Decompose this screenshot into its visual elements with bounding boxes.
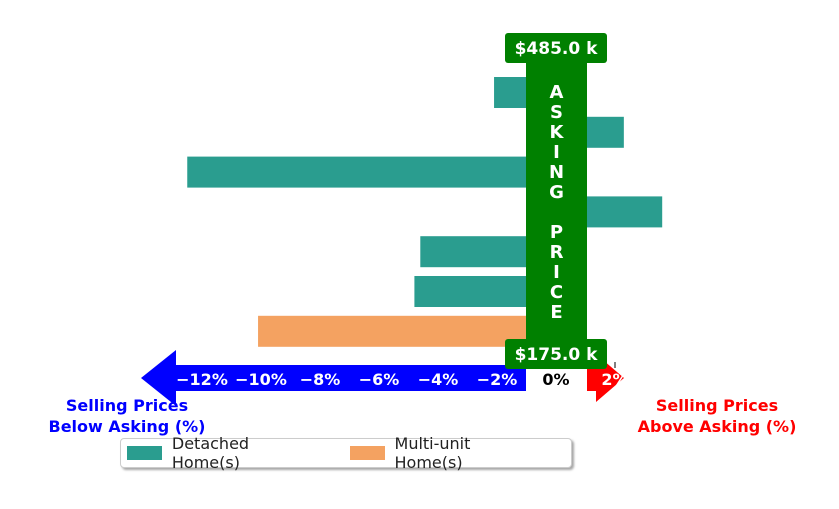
x-tick-label: −6% — [359, 370, 400, 389]
bar-detached — [187, 156, 556, 188]
x-tick-label: −2% — [477, 370, 518, 389]
below-asking-caption-line-1: Below Asking (%) — [49, 417, 206, 436]
top-price-badge: $485.0 k — [515, 39, 599, 59]
asking-price-letter: R — [550, 242, 564, 263]
legend-swatch-detached — [127, 446, 162, 460]
x-tick-label: 0% — [542, 370, 569, 389]
x-tick-label: −12% — [176, 370, 228, 389]
asking-price-letter: A — [550, 82, 564, 103]
legend: Detached Home(s) Multi-unit Home(s) — [120, 434, 572, 472]
legend-item-detached: Detached Home(s) — [127, 434, 318, 472]
asking-price-letter: N — [549, 162, 564, 183]
below-asking-caption-line-0: Selling Prices — [66, 396, 188, 415]
bottom-price-badge-bg — [505, 339, 607, 369]
asking-price-letter: G — [549, 182, 564, 203]
below-asking-arrow — [141, 350, 526, 406]
asking-price-letter: K — [550, 122, 565, 143]
asking-price-letter: C — [550, 282, 563, 303]
bottom-price-badge: $175.0 k — [515, 345, 599, 365]
x-tick-label: −8% — [300, 370, 341, 389]
asking-price-letter: I — [553, 262, 560, 283]
asking-price-column — [526, 60, 587, 343]
x-tick-label: −10% — [235, 370, 287, 389]
legend-swatch-multi — [349, 446, 385, 460]
x-tick-label: 2% — [601, 370, 628, 389]
asking-price-letter: P — [550, 222, 563, 243]
above-asking-caption-line-1: Above Asking (%) — [638, 417, 797, 436]
legend-label-detached: Detached Home(s) — [171, 434, 250, 472]
legend-label-multi: Multi-unit Home(s) — [394, 434, 471, 472]
top-price-badge-bg — [505, 33, 607, 63]
asking-price-letter: S — [550, 102, 563, 123]
asking-price-letter: E — [550, 302, 562, 323]
x-tick-label: −4% — [418, 370, 459, 389]
above-asking-caption-line-0: Selling Prices — [656, 396, 778, 415]
asking-price-letter: I — [553, 142, 560, 163]
legend-item-multi: Multi-unit Home(s) — [349, 434, 539, 472]
